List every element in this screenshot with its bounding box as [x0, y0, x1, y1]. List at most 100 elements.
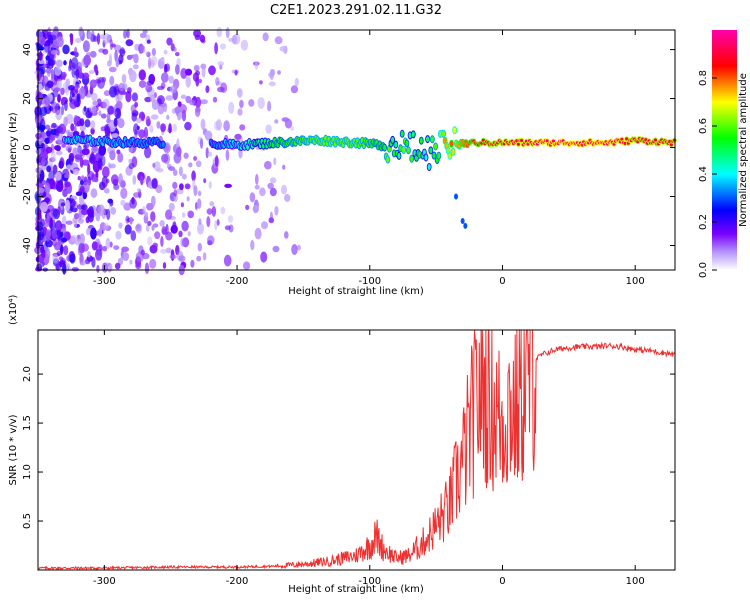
spectrogram-cell — [70, 123, 75, 132]
spectrogram-cell — [75, 191, 83, 196]
spectrogram-cell — [78, 243, 85, 254]
spectrogram-cell — [64, 100, 68, 112]
spectrogram-cell — [449, 140, 454, 147]
spectrogram-cell — [220, 206, 226, 215]
spectrogram-cell — [37, 221, 44, 232]
spectrogram-cell — [185, 68, 193, 76]
spectrogram-cell — [250, 239, 255, 251]
spectrogram-cell — [82, 40, 90, 53]
spectrogram-cell — [50, 101, 58, 114]
spectrogram-cell — [74, 84, 80, 90]
spectrogram-cell — [113, 117, 118, 127]
spectrogram-cell — [146, 39, 151, 44]
spectrogram-cell — [81, 204, 88, 211]
y-tick-label: 1.0 — [22, 464, 33, 480]
y-tick-label: -20 — [22, 188, 33, 204]
spectrogram-cell — [269, 187, 277, 197]
spectrogram-cell — [129, 217, 133, 222]
spectrogram-cell — [91, 241, 98, 251]
spectrogram-cell — [79, 261, 86, 266]
spectrogram-cell — [45, 230, 51, 243]
x-tick-label: -300 — [93, 576, 116, 587]
spectrogram-cell — [181, 220, 189, 232]
spectrogram-cell — [205, 85, 210, 93]
spectrogram-cell — [187, 231, 191, 237]
spectrogram-cell — [123, 29, 128, 39]
spectrogram-cell — [179, 183, 184, 191]
spectrogram-cell — [165, 247, 172, 254]
spectrogram-cell — [165, 209, 173, 220]
spectrogram-cell — [88, 70, 95, 75]
spectrogram-cell — [55, 147, 61, 152]
spectrogram-cell — [227, 215, 234, 223]
spectrogram-cell — [38, 124, 46, 131]
spectrogram-cell — [75, 68, 80, 80]
spectrogram-cell — [267, 100, 272, 112]
spectrogram-cell — [195, 70, 200, 76]
spectrogram-cell — [166, 37, 173, 46]
spectrogram-cell — [204, 130, 213, 141]
spectrogram-cell — [37, 234, 42, 242]
spectrogram-cell — [151, 48, 156, 56]
spectrogram-cell — [212, 96, 218, 103]
spectrogram-cell — [117, 152, 124, 163]
spectrogram-cell — [62, 44, 70, 55]
colorbar-tick-label: 0.4 — [698, 166, 709, 182]
spectrogram-cell — [55, 181, 64, 192]
x-tick-label: -200 — [226, 276, 249, 287]
spectrogram-cell — [178, 166, 183, 176]
spectrogram-cell — [213, 120, 221, 131]
spectrogram-cell — [81, 175, 85, 181]
spectrogram-cell — [392, 150, 396, 157]
spectrogram-cell — [267, 182, 274, 190]
spectrogram-cell — [125, 90, 132, 103]
spectrogram-cell — [257, 97, 265, 109]
spectrogram-cell — [268, 81, 276, 87]
spectrogram-cell — [109, 150, 116, 161]
spectrogram-cell — [151, 225, 155, 231]
spectrogram-cell — [180, 94, 187, 100]
y-tick-label: 1.5 — [22, 415, 33, 431]
spectrogram-cell — [145, 224, 150, 232]
y-tick-label: -40 — [22, 237, 33, 253]
spectrogram-cell — [102, 48, 109, 55]
spectrogram-cell — [157, 104, 165, 115]
spectrogram-cell — [61, 215, 67, 227]
spectrogram-cell — [44, 182, 51, 194]
spectrogram-cell — [94, 64, 98, 73]
spectrogram-cell — [80, 179, 84, 186]
spectrogram-cell — [214, 155, 219, 167]
spectrogram-cell — [132, 64, 139, 70]
spectrogram-cell — [196, 255, 202, 262]
spectrogram-cell — [98, 144, 107, 156]
spectrogram-cell — [61, 71, 67, 79]
spectrogram-cell — [172, 221, 177, 231]
spectrogram-cell — [79, 124, 86, 132]
spectrogram-cell — [191, 170, 196, 182]
spectrogram-cell — [183, 152, 189, 159]
spectrogram-cell — [108, 163, 116, 169]
spectrogram-cell — [234, 70, 238, 76]
spectrogram-cell — [71, 267, 80, 272]
spectrogram-cell — [38, 53, 44, 61]
spectrogram-cell — [400, 130, 404, 137]
spectrogram-cell — [78, 209, 82, 221]
spectrogram-cell — [72, 168, 80, 175]
spectrogram-cell — [109, 199, 114, 207]
spectrogram-cell — [90, 151, 95, 161]
spectrogram-cell — [133, 53, 139, 64]
spectrogram-cell — [248, 99, 255, 107]
spectrogram-cell — [620, 137, 624, 141]
spectrogram-cell — [623, 141, 627, 145]
spectrogram-cell — [189, 99, 196, 106]
spectrogram-cell — [114, 262, 121, 270]
spectrogram-cell — [105, 237, 111, 249]
spectrogram-cell — [135, 117, 142, 124]
spectrogram-cell — [136, 224, 141, 230]
spectrogram-cell — [406, 147, 411, 154]
spectrogram-cell — [290, 126, 295, 131]
spectrogram-cell — [56, 36, 64, 48]
x-tick-label: 0 — [499, 276, 505, 287]
spectrogram-cell — [131, 156, 138, 168]
spectrogram-cell — [55, 263, 61, 272]
